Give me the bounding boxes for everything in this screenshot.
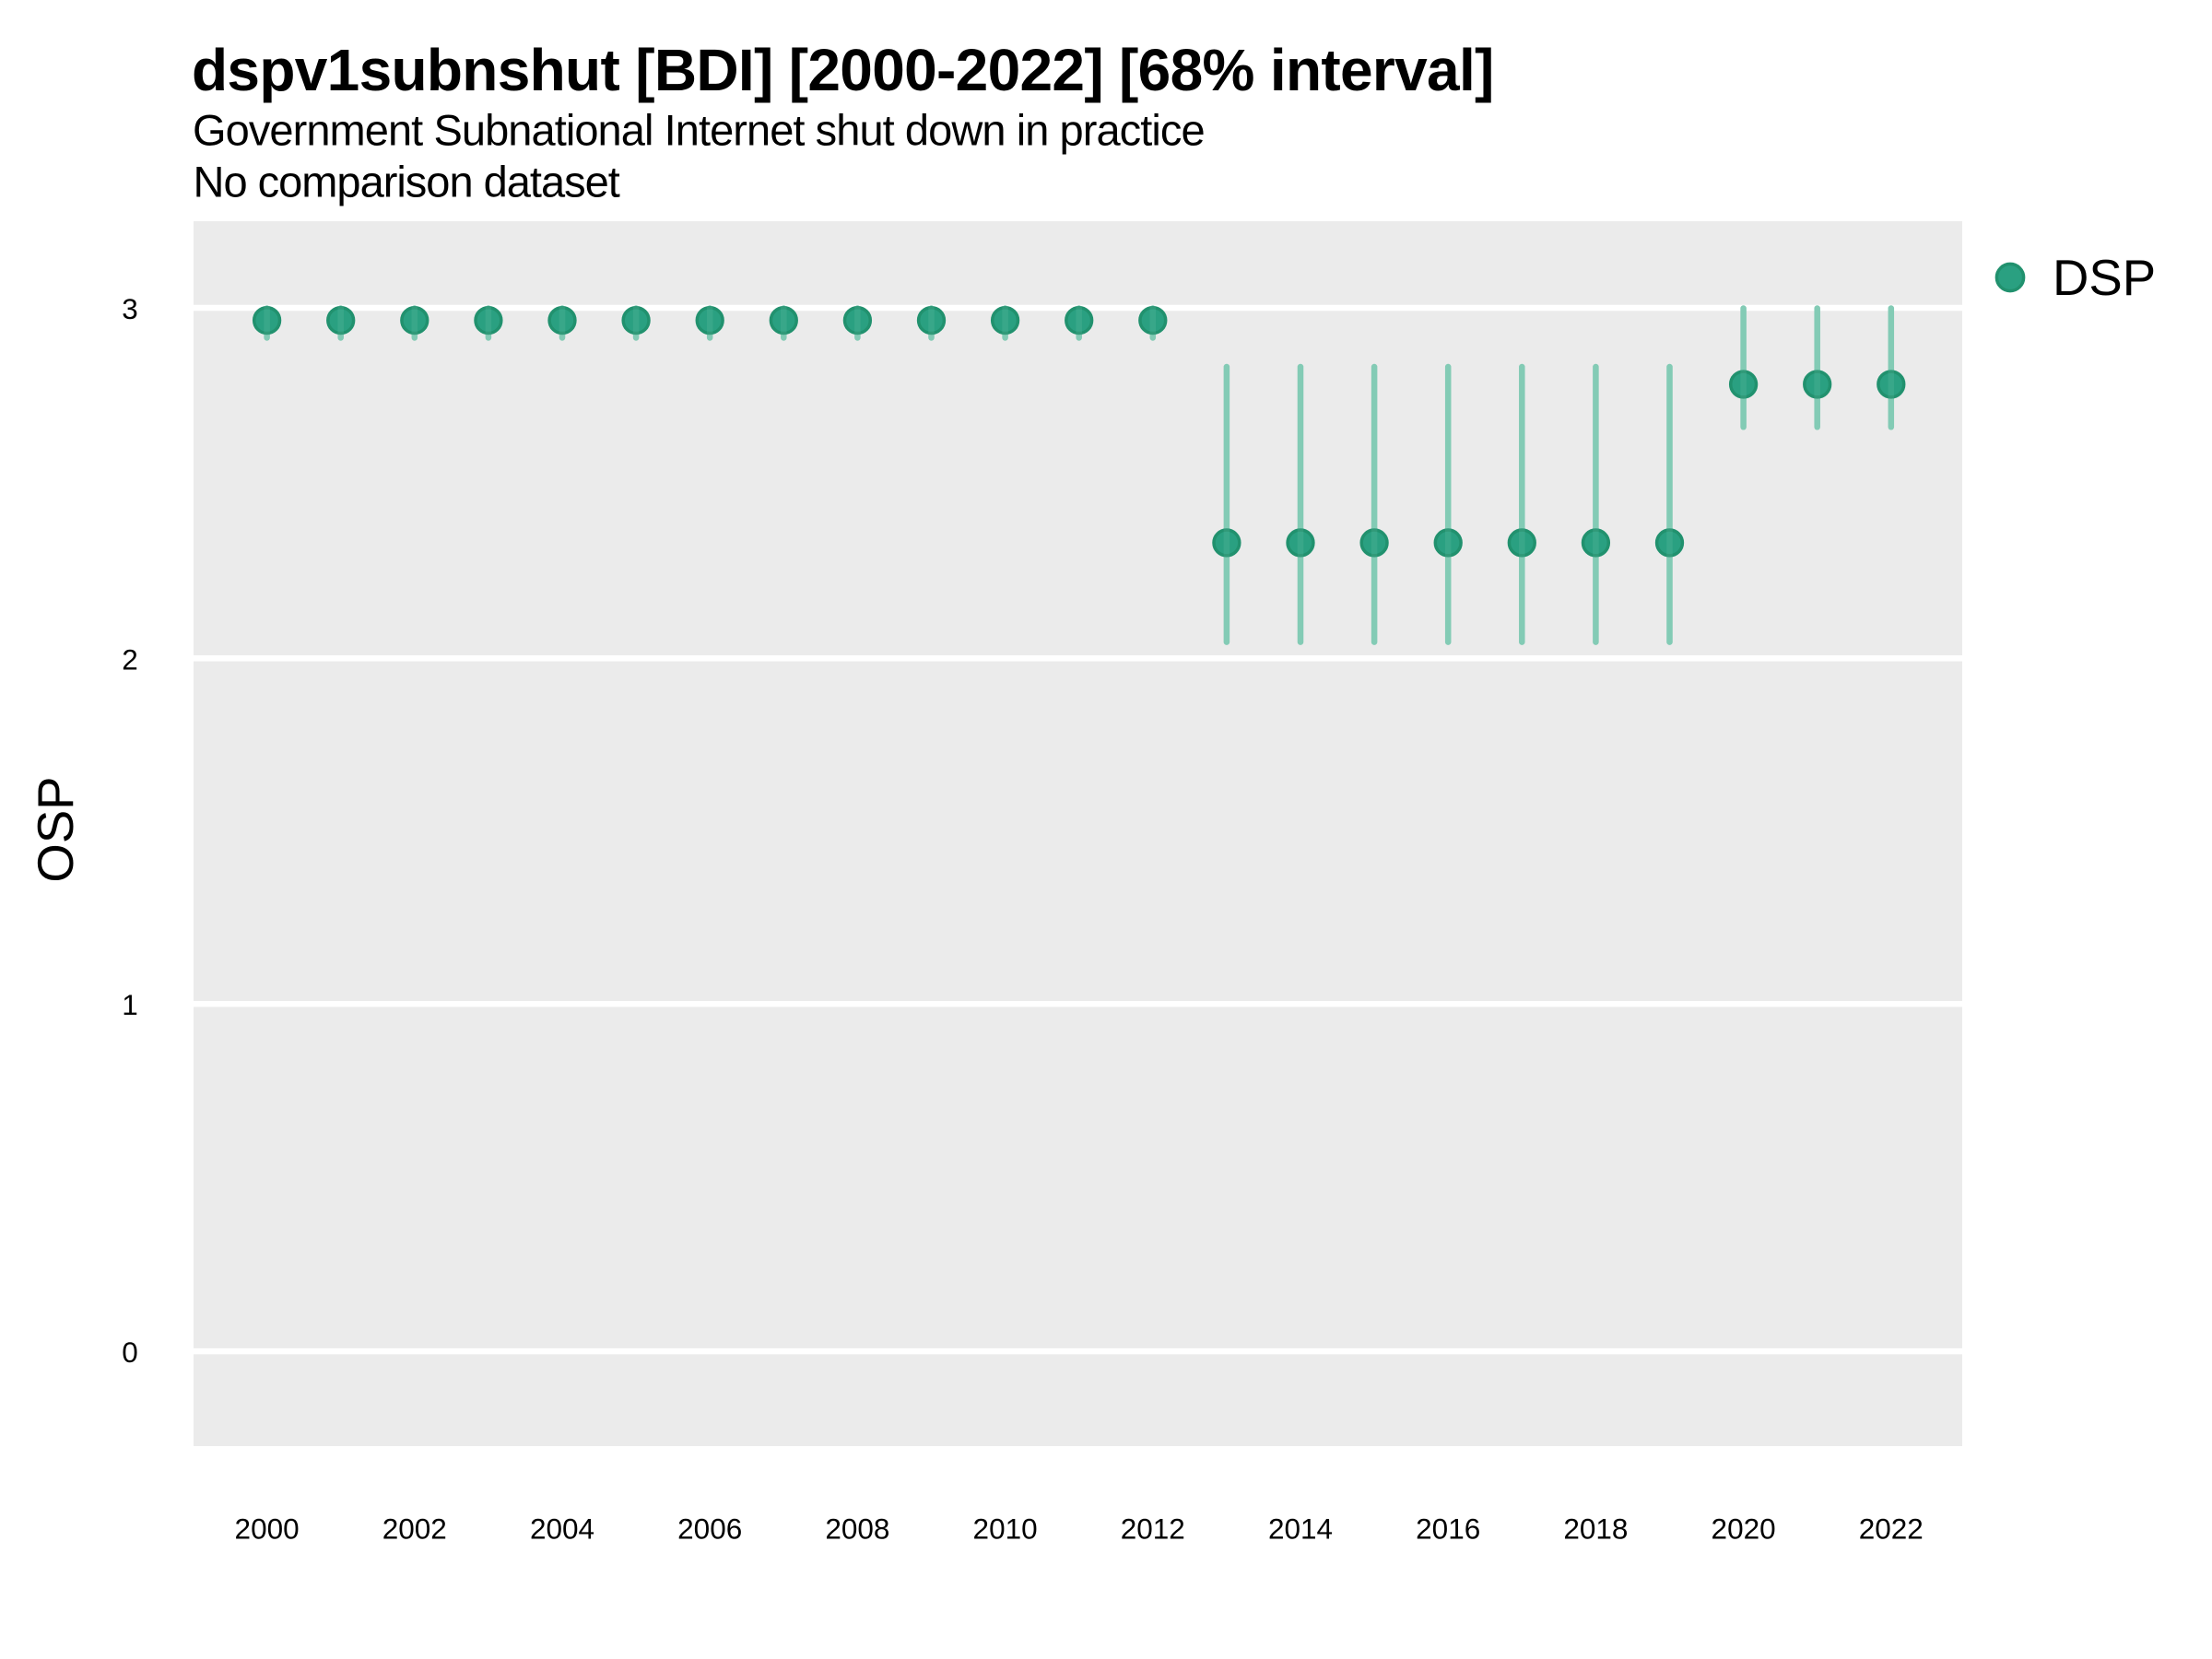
svg-text:2010: 2010 — [973, 1512, 1038, 1546]
svg-text:0: 0 — [122, 1335, 138, 1369]
svg-text:2016: 2016 — [1416, 1512, 1480, 1546]
svg-text:2018: 2018 — [1563, 1512, 1628, 1546]
svg-text:2014: 2014 — [1268, 1512, 1333, 1546]
svg-text:2022: 2022 — [1859, 1512, 1924, 1546]
svg-text:2000: 2000 — [235, 1512, 300, 1546]
svg-text:2006: 2006 — [677, 1512, 742, 1546]
svg-text:No comparison dataset: No comparison dataset — [194, 158, 620, 206]
svg-text:2004: 2004 — [530, 1512, 594, 1546]
svg-text:Government Subnational Interne: Government Subnational Internet shut dow… — [193, 106, 1205, 155]
svg-text:DSP: DSP — [2053, 250, 2156, 306]
svg-text:OSP: OSP — [28, 776, 84, 882]
svg-text:2012: 2012 — [1121, 1512, 1185, 1546]
svg-text:1: 1 — [122, 988, 138, 1021]
svg-text:2: 2 — [122, 642, 138, 676]
svg-text:2002: 2002 — [382, 1512, 447, 1546]
svg-text:3: 3 — [122, 292, 138, 325]
svg-text:dspv1subnshut [BDI] [2000-2022: dspv1subnshut [BDI] [2000-2022] [68% int… — [192, 37, 1494, 103]
svg-text:2020: 2020 — [1712, 1512, 1776, 1546]
svg-text:2008: 2008 — [825, 1512, 889, 1546]
